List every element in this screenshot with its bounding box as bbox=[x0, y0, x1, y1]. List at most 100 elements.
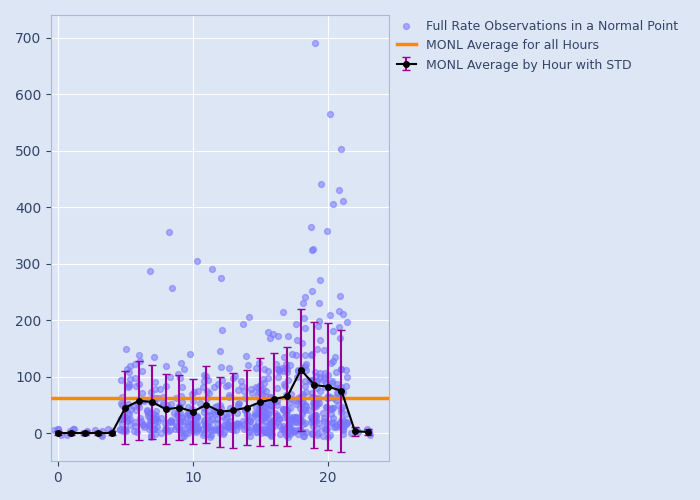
Full Rate Observations in a Normal Point bbox=[223, 423, 234, 431]
Full Rate Observations in a Normal Point bbox=[257, 406, 268, 414]
Full Rate Observations in a Normal Point bbox=[346, 430, 357, 438]
Full Rate Observations in a Normal Point bbox=[300, 388, 312, 396]
Full Rate Observations in a Normal Point bbox=[189, 424, 200, 432]
Full Rate Observations in a Normal Point bbox=[215, 347, 226, 355]
Full Rate Observations in a Normal Point bbox=[300, 366, 312, 374]
Full Rate Observations in a Normal Point bbox=[241, 412, 253, 420]
Full Rate Observations in a Normal Point bbox=[339, 422, 350, 430]
Full Rate Observations in a Normal Point bbox=[301, 402, 312, 410]
Full Rate Observations in a Normal Point bbox=[135, 416, 146, 424]
Full Rate Observations in a Normal Point bbox=[277, 405, 288, 413]
Full Rate Observations in a Normal Point bbox=[106, 428, 118, 436]
Full Rate Observations in a Normal Point bbox=[299, 406, 310, 413]
Full Rate Observations in a Normal Point bbox=[336, 402, 347, 410]
Full Rate Observations in a Normal Point bbox=[122, 409, 133, 417]
Full Rate Observations in a Normal Point bbox=[147, 426, 158, 434]
Full Rate Observations in a Normal Point bbox=[116, 415, 127, 423]
Full Rate Observations in a Normal Point bbox=[314, 399, 325, 407]
Full Rate Observations in a Normal Point bbox=[320, 426, 331, 434]
Full Rate Observations in a Normal Point bbox=[188, 388, 199, 396]
Full Rate Observations in a Normal Point bbox=[270, 409, 281, 417]
Full Rate Observations in a Normal Point bbox=[259, 366, 270, 374]
Full Rate Observations in a Normal Point bbox=[262, 374, 274, 382]
Full Rate Observations in a Normal Point bbox=[361, 425, 372, 433]
Full Rate Observations in a Normal Point bbox=[213, 380, 224, 388]
Full Rate Observations in a Normal Point bbox=[211, 419, 223, 427]
Full Rate Observations in a Normal Point bbox=[280, 360, 291, 368]
Full Rate Observations in a Normal Point bbox=[254, 382, 265, 390]
Full Rate Observations in a Normal Point bbox=[78, 428, 89, 436]
Full Rate Observations in a Normal Point bbox=[216, 274, 227, 281]
Full Rate Observations in a Normal Point bbox=[307, 415, 318, 423]
Full Rate Observations in a Normal Point bbox=[312, 322, 323, 330]
Full Rate Observations in a Normal Point bbox=[122, 383, 133, 391]
Full Rate Observations in a Normal Point bbox=[81, 427, 92, 435]
Full Rate Observations in a Normal Point bbox=[341, 420, 352, 428]
Full Rate Observations in a Normal Point bbox=[335, 292, 346, 300]
Full Rate Observations in a Normal Point bbox=[260, 410, 271, 418]
Full Rate Observations in a Normal Point bbox=[262, 367, 274, 375]
Full Rate Observations in a Normal Point bbox=[311, 398, 322, 406]
Full Rate Observations in a Normal Point bbox=[188, 396, 199, 404]
Full Rate Observations in a Normal Point bbox=[150, 414, 161, 422]
Full Rate Observations in a Normal Point bbox=[116, 420, 127, 428]
Full Rate Observations in a Normal Point bbox=[117, 427, 128, 435]
Full Rate Observations in a Normal Point bbox=[162, 404, 174, 411]
Full Rate Observations in a Normal Point bbox=[232, 400, 243, 408]
Full Rate Observations in a Normal Point bbox=[310, 410, 321, 418]
Full Rate Observations in a Normal Point bbox=[261, 388, 272, 396]
Full Rate Observations in a Normal Point bbox=[281, 406, 292, 413]
Full Rate Observations in a Normal Point bbox=[307, 378, 318, 386]
Full Rate Observations in a Normal Point bbox=[239, 420, 250, 428]
Full Rate Observations in a Normal Point bbox=[149, 394, 160, 402]
Full Rate Observations in a Normal Point bbox=[149, 414, 160, 422]
Full Rate Observations in a Normal Point bbox=[281, 407, 293, 415]
Full Rate Observations in a Normal Point bbox=[232, 386, 244, 394]
Full Rate Observations in a Normal Point bbox=[144, 419, 155, 427]
Full Rate Observations in a Normal Point bbox=[272, 412, 283, 420]
Full Rate Observations in a Normal Point bbox=[254, 404, 265, 412]
Full Rate Observations in a Normal Point bbox=[253, 384, 264, 392]
Full Rate Observations in a Normal Point bbox=[312, 384, 323, 392]
Full Rate Observations in a Normal Point bbox=[309, 411, 320, 419]
Full Rate Observations in a Normal Point bbox=[224, 364, 235, 372]
Full Rate Observations in a Normal Point bbox=[332, 400, 344, 408]
Full Rate Observations in a Normal Point bbox=[177, 414, 188, 422]
Full Rate Observations in a Normal Point bbox=[148, 398, 160, 406]
Full Rate Observations in a Normal Point bbox=[134, 414, 146, 422]
Full Rate Observations in a Normal Point bbox=[262, 328, 274, 336]
Full Rate Observations in a Normal Point bbox=[273, 367, 284, 375]
Full Rate Observations in a Normal Point bbox=[287, 414, 298, 422]
Full Rate Observations in a Normal Point bbox=[211, 407, 223, 415]
Full Rate Observations in a Normal Point bbox=[265, 430, 276, 438]
Full Rate Observations in a Normal Point bbox=[279, 404, 290, 412]
Full Rate Observations in a Normal Point bbox=[314, 419, 325, 427]
Full Rate Observations in a Normal Point bbox=[222, 382, 233, 390]
Full Rate Observations in a Normal Point bbox=[186, 424, 197, 432]
Full Rate Observations in a Normal Point bbox=[363, 427, 374, 435]
Full Rate Observations in a Normal Point bbox=[236, 377, 247, 385]
Full Rate Observations in a Normal Point bbox=[281, 430, 293, 438]
Full Rate Observations in a Normal Point bbox=[336, 408, 347, 416]
Full Rate Observations in a Normal Point bbox=[163, 228, 174, 236]
Full Rate Observations in a Normal Point bbox=[172, 411, 183, 419]
Full Rate Observations in a Normal Point bbox=[268, 330, 279, 338]
Full Rate Observations in a Normal Point bbox=[259, 412, 270, 420]
Full Rate Observations in a Normal Point bbox=[298, 314, 309, 322]
Full Rate Observations in a Normal Point bbox=[279, 428, 290, 436]
Full Rate Observations in a Normal Point bbox=[294, 414, 305, 422]
Full Rate Observations in a Normal Point bbox=[187, 405, 198, 413]
Full Rate Observations in a Normal Point bbox=[266, 402, 277, 410]
Full Rate Observations in a Normal Point bbox=[310, 395, 321, 403]
Full Rate Observations in a Normal Point bbox=[260, 392, 271, 400]
Full Rate Observations in a Normal Point bbox=[284, 424, 295, 432]
Full Rate Observations in a Normal Point bbox=[199, 418, 210, 426]
Full Rate Observations in a Normal Point bbox=[274, 422, 285, 430]
Full Rate Observations in a Normal Point bbox=[332, 388, 343, 396]
Full Rate Observations in a Normal Point bbox=[200, 424, 211, 432]
Full Rate Observations in a Normal Point bbox=[132, 428, 143, 436]
Full Rate Observations in a Normal Point bbox=[201, 372, 212, 380]
Full Rate Observations in a Normal Point bbox=[183, 418, 194, 426]
Full Rate Observations in a Normal Point bbox=[290, 351, 302, 359]
Full Rate Observations in a Normal Point bbox=[336, 406, 347, 413]
